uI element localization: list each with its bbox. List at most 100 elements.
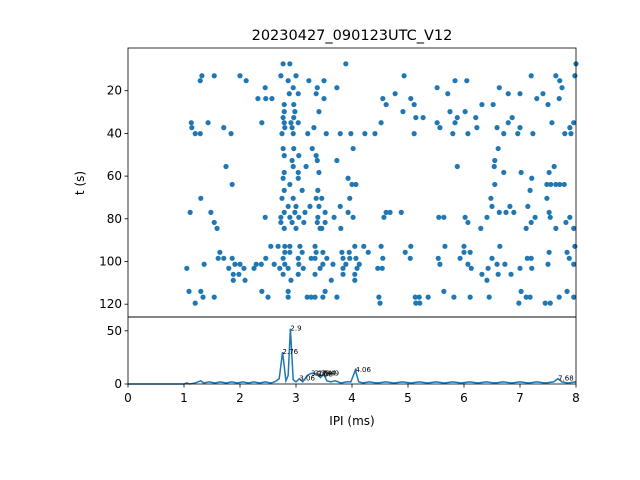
point <box>242 277 248 283</box>
point <box>380 95 386 102</box>
point <box>308 294 314 300</box>
y-tick-label: 50 <box>107 324 122 338</box>
point <box>300 265 306 271</box>
point <box>295 255 301 261</box>
point <box>293 225 299 232</box>
point <box>285 288 291 294</box>
point <box>278 73 284 79</box>
point <box>320 261 326 267</box>
point <box>491 163 497 170</box>
point <box>287 61 293 67</box>
x-tick-label: 5 <box>404 391 412 405</box>
point <box>496 209 502 215</box>
point <box>304 294 310 300</box>
point <box>337 131 343 137</box>
point <box>322 219 328 226</box>
annotation: 3.33 <box>314 369 330 377</box>
point <box>290 85 296 91</box>
point <box>562 131 568 137</box>
point <box>553 225 559 232</box>
point <box>408 243 414 249</box>
point <box>534 95 540 102</box>
point <box>293 203 299 210</box>
point <box>556 95 562 102</box>
point <box>229 255 235 261</box>
point <box>442 243 448 249</box>
line <box>128 328 577 385</box>
point <box>302 209 308 215</box>
point <box>236 271 242 277</box>
point <box>280 271 286 277</box>
point <box>289 157 295 164</box>
point <box>544 181 550 188</box>
point <box>517 125 523 131</box>
point <box>278 214 284 220</box>
annotation: 3.38 <box>317 370 333 378</box>
point <box>435 255 441 261</box>
point <box>490 101 496 108</box>
point <box>523 225 529 232</box>
point <box>280 175 286 181</box>
annotation: 4.06 <box>355 366 371 374</box>
point <box>496 85 502 91</box>
point <box>221 125 227 131</box>
point <box>282 261 288 267</box>
point <box>237 73 243 79</box>
point <box>501 131 507 137</box>
point <box>205 120 211 126</box>
point <box>192 300 198 306</box>
point <box>314 157 320 164</box>
point <box>571 261 577 267</box>
point <box>306 78 312 84</box>
point <box>211 219 217 226</box>
point <box>461 249 467 255</box>
x-tick-label: 6 <box>460 391 468 405</box>
point <box>527 187 533 193</box>
point <box>314 85 320 91</box>
point <box>485 265 491 271</box>
point <box>340 265 346 271</box>
point <box>492 181 498 188</box>
point <box>398 209 404 215</box>
point <box>411 131 417 137</box>
point <box>518 288 524 294</box>
point <box>343 261 349 267</box>
point <box>295 91 301 97</box>
point <box>561 181 567 188</box>
point <box>400 109 406 115</box>
point <box>511 209 517 215</box>
point <box>549 120 555 126</box>
point <box>322 209 328 215</box>
point <box>508 271 514 277</box>
point <box>346 249 352 255</box>
point <box>450 131 456 137</box>
point <box>501 169 507 176</box>
point <box>473 114 479 121</box>
point <box>556 294 562 300</box>
point <box>340 255 346 261</box>
point <box>288 120 294 126</box>
point <box>316 203 322 210</box>
point <box>282 243 288 249</box>
point <box>568 131 574 137</box>
point <box>315 187 321 193</box>
point <box>375 265 381 271</box>
point <box>434 120 440 126</box>
point <box>285 294 291 300</box>
point <box>492 157 498 164</box>
point <box>230 277 236 283</box>
point <box>540 91 546 97</box>
point <box>530 131 536 137</box>
point <box>523 294 529 300</box>
point <box>454 163 460 170</box>
point <box>347 255 353 261</box>
point <box>407 255 413 261</box>
point <box>495 271 501 277</box>
point <box>312 255 318 261</box>
point <box>340 271 346 277</box>
point <box>320 294 326 300</box>
point <box>291 114 297 121</box>
point <box>299 187 305 193</box>
point <box>211 294 217 300</box>
point <box>378 120 384 126</box>
